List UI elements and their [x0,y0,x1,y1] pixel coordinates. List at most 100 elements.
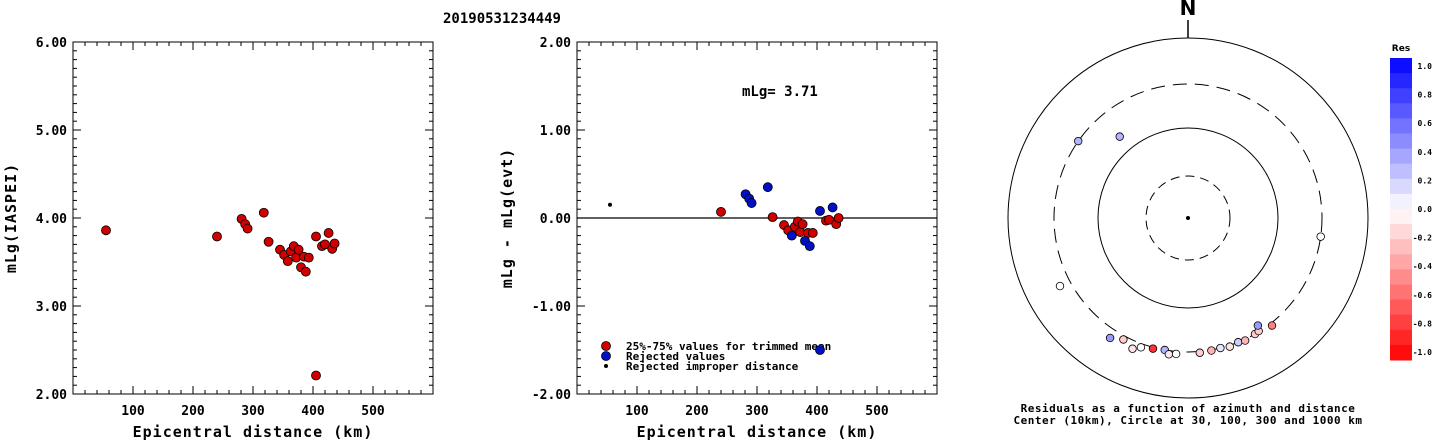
legend-marker-improper [604,364,608,368]
colorbar-cell [1390,329,1412,346]
plot1-xtick-label: 500 [361,404,385,419]
plot1-xlabel: Epicentral distance (km) [133,423,374,441]
magnitude-plot: mLg(IASPEI) Epicentral distance (km) 100… [2,36,434,441]
data-point [293,244,304,255]
data-point [282,256,293,267]
colorbar-cell [1390,133,1412,150]
colorbar-cell [1390,209,1412,225]
plot1-ytick-label: 5.00 [36,124,67,139]
polar-center [1186,216,1190,220]
plot2-ytick-label: 2.00 [540,36,571,51]
plot1-frame [72,41,434,395]
trimmed-point [807,228,818,238]
station-residual-point [1115,132,1124,141]
colorbar-cell [1390,269,1412,285]
data-point [323,228,334,238]
data-point [329,238,340,249]
colorbar-cell [1390,58,1412,74]
station-residual-point [1074,136,1083,146]
station-residual-point [1225,342,1234,351]
north-label: N [1180,0,1197,20]
station-residual-point [1240,336,1250,345]
station-residual-point [1148,344,1158,353]
trimmed-point [824,214,834,225]
colorbar-cell [1390,88,1412,104]
data-point [320,239,330,250]
mlg-annotation: mLg= 3.71 [742,84,818,100]
plot2-ytick-label: -1.00 [532,300,571,315]
colorbar-tick-label: -0.4 [1413,262,1432,271]
legend-label-trimmed: 25%-75% values for trimmed mean [626,340,831,353]
colorbar-cell [1390,118,1412,134]
colorbar-cell [1390,148,1412,165]
data-point [242,223,253,234]
colorbar-cell [1390,73,1412,89]
rejected-point [762,182,773,193]
polar-caption-2: Center (10km), Circle at 30, 100, 300 an… [1013,414,1362,427]
colorbar-cell [1390,344,1412,361]
colorbar-cell [1390,193,1412,210]
station-residual-point [1233,338,1243,347]
plot1-ytick-label: 4.00 [36,212,67,227]
colorbar-cell [1390,314,1412,331]
rejected-point [827,202,838,213]
ring-1000km [1007,37,1369,399]
plot2-ytick-label: 1.00 [540,124,571,139]
figure-title: 20190531234449 [443,11,561,27]
colorbar-cell [1390,254,1412,270]
rejected-point [815,345,825,355]
colorbar-cell [1390,284,1412,301]
station-residual-point [1119,335,1128,344]
colorbar-cell [1390,239,1412,255]
plot2-xtick-label: 400 [805,404,829,419]
plot1-xtick-label: 200 [181,404,205,419]
station-residual-point [1105,333,1115,343]
plot2-xtick-label: 100 [625,404,649,419]
rejected-point [804,241,815,252]
data-point [258,207,269,218]
station-residual-point [1128,344,1137,353]
station-residual-point [1171,349,1181,359]
colorbar-tick-label: 0.2 [1418,176,1433,185]
colorbar-tick-label: -0.6 [1413,291,1432,300]
polar-plot: N Residuals as a function of azimuth and… [1007,0,1369,427]
residual-colorbar: Res 1.0 0.8 0.6 0.4 0.2 0.0 -0.2 -0.4 -0.6 -0.8 -1… [1390,44,1432,361]
ring-300km [1053,83,1323,353]
colorbar-cell [1390,299,1412,316]
rejected-point [786,230,797,241]
colorbar-cell [1390,163,1412,180]
ring-100km [1097,127,1279,309]
station-residual-point [1253,321,1263,330]
plot1-xtick-label: 300 [241,404,265,419]
plot1-xtick-label: 100 [121,404,145,419]
colorbar-tick-label: -0.8 [1413,319,1432,328]
plot2-ytick-label: 0.00 [540,212,571,227]
station-residual-point [1164,350,1174,359]
plot1-ytick-label: 6.00 [36,36,67,51]
residual-plot: mLg - mLg(evt) Epicentral distance (km) … [498,36,938,441]
plot1-ytick-label: 3.00 [36,300,67,315]
data-point [300,266,311,277]
trimmed-point [833,213,844,223]
ring-30km [1145,175,1231,261]
station-residual-point [1207,346,1216,355]
legend-marker-rejected [601,351,611,361]
colorbar-tick-label: 0.0 [1418,205,1433,214]
improper-distance-point [608,202,612,207]
trimmed-point [797,219,808,230]
plot2-xtick-label: 300 [745,404,769,419]
legend: 25%-75% values for trimmed mean Rejected… [601,340,831,373]
polar-caption-1: Residuals as a function of azimuth and d… [1021,402,1356,415]
station-residual-point [1136,343,1146,352]
legend-marker-trimmed [601,341,611,351]
colorbar-tick-label: 0.6 [1418,119,1433,128]
trimmed-point [767,212,778,223]
plot2-ylabel: mLg - mLg(evt) [498,148,516,288]
data-point [303,252,314,263]
plot1-ytick-label: 2.00 [36,388,67,403]
station-residual-point [1316,232,1325,241]
station-residual-point [1216,343,1225,353]
data-point [311,231,321,242]
data-point [311,370,321,381]
